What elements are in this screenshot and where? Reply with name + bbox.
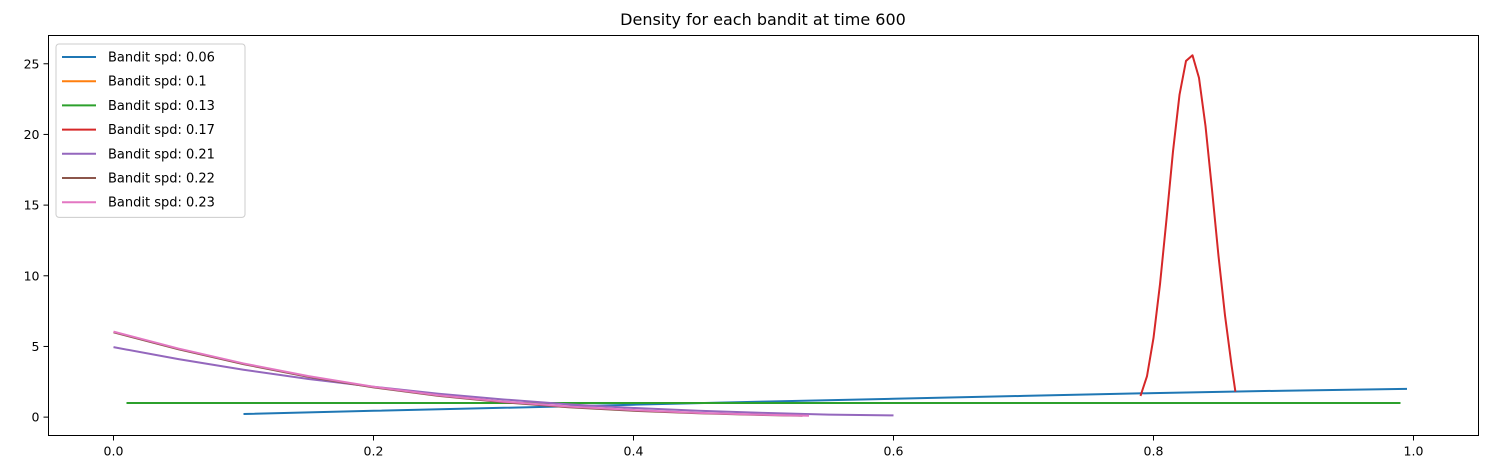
series-lines: [113, 54, 1408, 417]
x-tick-label: 0.2: [364, 444, 384, 459]
legend-label: Bandit spd: 0.1: [108, 75, 207, 90]
legend-label: Bandit spd: 0.13: [108, 99, 215, 114]
series-line-0: [243, 387, 1408, 416]
x-axis-ticks: 0.0 0.2 0.4 0.6 0.8 1.0: [104, 435, 1424, 459]
y-tick-label: 15: [24, 198, 40, 213]
x-tick-label: 0.4: [624, 444, 644, 459]
legend-label: Bandit spd: 0.22: [108, 172, 215, 187]
y-tick-label: 25: [24, 56, 40, 71]
y-tick-label: 20: [24, 127, 40, 142]
x-tick-label: 0.6: [884, 444, 904, 459]
y-axis-ticks: 0 5 10 15 20 25: [24, 56, 49, 425]
legend-label: Bandit spd: 0.06: [108, 51, 215, 66]
plot-area-frame: [48, 35, 1479, 436]
legend-label: Bandit spd: 0.17: [108, 123, 215, 138]
y-tick-label: 0: [32, 410, 40, 425]
legend-label: Bandit spd: 0.23: [108, 196, 215, 211]
series-line-6: [113, 330, 810, 417]
x-tick-label: 0.0: [104, 444, 124, 459]
series-line-4: [113, 346, 894, 417]
legend-box: [55, 43, 246, 218]
x-tick-label: 0.8: [1144, 444, 1164, 459]
series-line-3: [1139, 54, 1237, 397]
legend: Bandit spd: 0.06 Bandit spd: 0.1 Bandit sp…: [55, 43, 246, 218]
x-tick-label: 1.0: [1404, 444, 1424, 459]
y-tick-label: 10: [24, 268, 40, 283]
legend-label: Bandit spd: 0.21: [108, 147, 215, 162]
chart-title: Density for each bandit at time 600: [620, 10, 906, 29]
y-tick-label: 5: [32, 339, 40, 354]
